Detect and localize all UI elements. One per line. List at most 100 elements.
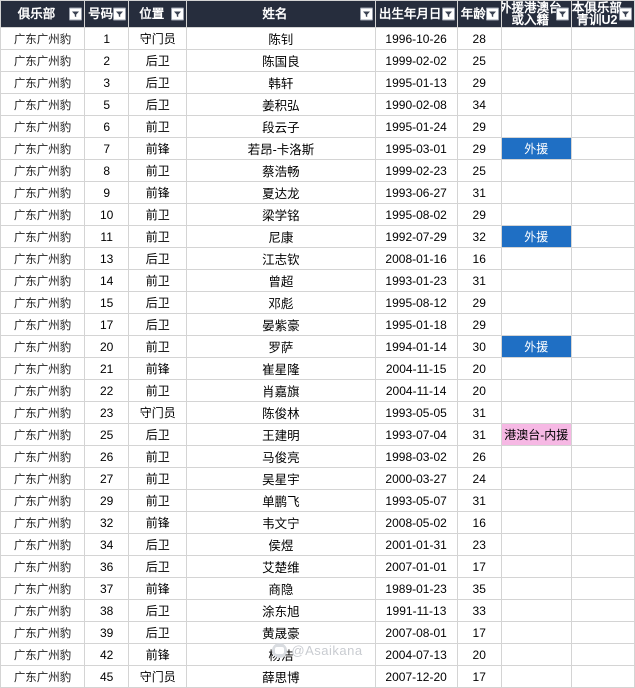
cell-position: 前锋: [128, 137, 188, 160]
cell-number: 36: [84, 555, 130, 578]
cell-age: 20: [456, 643, 502, 666]
cell-position: 守门员: [128, 665, 188, 688]
cell-youth: [570, 335, 635, 358]
cell-position: 前卫: [128, 489, 188, 512]
cell-number: 22: [84, 379, 130, 402]
cell-name: 艾楚维: [186, 555, 376, 578]
cell-dob: 1993-07-04: [374, 423, 458, 446]
cell-number: 23: [84, 401, 130, 424]
watermark: @Asaikana: [0, 643, 635, 658]
cell-club: 广东广州豹: [0, 621, 86, 644]
cell-foreign-tag: 港澳台-内援: [500, 423, 572, 446]
cell-youth: [570, 269, 635, 292]
cell-age: 29: [456, 115, 502, 138]
cell-club: 广东广州豹: [0, 71, 86, 94]
cell-position: 前锋: [128, 357, 188, 380]
cell-club: 广东广州豹: [0, 423, 86, 446]
cell-youth: [570, 533, 635, 556]
cell-position: 后卫: [128, 291, 188, 314]
cell-club: 广东广州豹: [0, 159, 86, 182]
cell-position: 后卫: [128, 93, 188, 116]
cell-number: 13: [84, 247, 130, 270]
cell-name: 黄晟豪: [186, 621, 376, 644]
cell-dob: 1994-01-14: [374, 335, 458, 358]
cell-club: 广东广州豹: [0, 115, 86, 138]
cell-age: 23: [456, 533, 502, 556]
cell-foreign-tag: [500, 489, 572, 512]
table-row: 广东广州豹 7 前锋 若昂-卡洛斯 1995-03-01 29 外援: [0, 137, 635, 160]
header-number-label: 号码: [88, 7, 114, 21]
cell-foreign-tag: [500, 357, 572, 380]
table-row: 广东广州豹 11 前卫 尼康 1992-07-29 32 外援: [0, 225, 635, 248]
table-row: 广东广州豹 22 前卫 肖嘉旗 2004-11-14 20: [0, 379, 635, 402]
cell-number: 37: [84, 577, 130, 600]
cell-dob: 1999-02-02: [374, 49, 458, 72]
cell-name: 崔星隆: [186, 357, 376, 380]
cell-foreign-tag: [500, 291, 572, 314]
cell-dob: 2007-12-20: [374, 665, 458, 688]
cell-club: 广东广州豹: [0, 445, 86, 468]
cell-name: 王建明: [186, 423, 376, 446]
cell-name: 罗萨: [186, 335, 376, 358]
cell-age: 26: [456, 445, 502, 468]
table-row: 广东广州豹 13 后卫 江志钦 2008-01-16 16: [0, 247, 635, 270]
cell-age: 33: [456, 599, 502, 622]
table-row: 广东广州豹 10 前卫 梁学铭 1995-08-02 29: [0, 203, 635, 226]
table-row: 广东广州豹 34 后卫 侯煜 2001-01-31 23: [0, 533, 635, 556]
header-position-label: 位置: [139, 7, 165, 21]
cell-age: 28: [456, 27, 502, 50]
cell-foreign-tag: [500, 577, 572, 600]
cell-position: 后卫: [128, 621, 188, 644]
table-row: 广东广州豹 15 后卫 邓彪 1995-08-12 29: [0, 291, 635, 314]
cell-youth: [570, 467, 635, 490]
cell-name: 涂东旭: [186, 599, 376, 622]
cell-position: 前锋: [128, 643, 188, 666]
cell-position: 前卫: [128, 225, 188, 248]
cell-name: 肖嘉旗: [186, 379, 376, 402]
cell-position: 前卫: [128, 203, 188, 226]
filter-dropdown-icon[interactable]: [171, 7, 185, 21]
cell-number: 17: [84, 313, 130, 336]
cell-age: 31: [456, 489, 502, 512]
cell-number: 27: [84, 467, 130, 490]
cell-club: 广东广州豹: [0, 203, 86, 226]
cell-dob: 1990-02-08: [374, 93, 458, 116]
table-row: 广东广州豹 27 前卫 吴星宇 2000-03-27 24: [0, 467, 635, 490]
cell-number: 2: [84, 49, 130, 72]
cell-foreign-tag: [500, 93, 572, 116]
cell-position: 前卫: [128, 159, 188, 182]
cell-position: 守门员: [128, 401, 188, 424]
filter-dropdown-icon[interactable]: [359, 7, 373, 21]
table-row: 广东广州豹 6 前卫 段云子 1995-01-24 29: [0, 115, 635, 138]
filter-dropdown-icon[interactable]: [619, 7, 632, 21]
table-row: 广东广州豹 25 后卫 王建明 1993-07-04 31 港澳台-内援: [0, 423, 635, 446]
header-foreign-tag-label: 外援港澳台 或入籍: [502, 2, 561, 27]
cell-number: 21: [84, 357, 130, 380]
header-number: 号码: [84, 0, 130, 28]
filter-dropdown-icon[interactable]: [113, 7, 127, 21]
cell-foreign-tag: [500, 511, 572, 534]
cell-youth: [570, 423, 635, 446]
cell-name: 尼康: [186, 225, 376, 248]
cell-dob: 1996-10-26: [374, 27, 458, 50]
cell-position: 守门员: [128, 27, 188, 50]
cell-club: 广东广州豹: [0, 511, 86, 534]
filter-dropdown-icon[interactable]: [555, 7, 569, 21]
filter-dropdown-icon[interactable]: [485, 7, 499, 21]
cell-youth: [570, 401, 635, 424]
filter-dropdown-icon[interactable]: [69, 7, 83, 21]
cell-position: 后卫: [128, 423, 188, 446]
cell-youth: [570, 71, 635, 94]
cell-number: 5: [84, 93, 130, 116]
header-name: 姓名: [186, 0, 376, 28]
header-position: 位置: [128, 0, 188, 28]
cell-dob: 2008-05-02: [374, 511, 458, 534]
cell-age: 24: [456, 467, 502, 490]
header-age: 年龄: [456, 0, 502, 28]
filter-dropdown-icon[interactable]: [441, 7, 455, 21]
table-row: 广东广州豹 32 前锋 韦文宁 2008-05-02 16: [0, 511, 635, 534]
cell-youth: [570, 379, 635, 402]
cell-name: 商隐: [186, 577, 376, 600]
cell-name: 陈国良: [186, 49, 376, 72]
cell-position: 前卫: [128, 269, 188, 292]
